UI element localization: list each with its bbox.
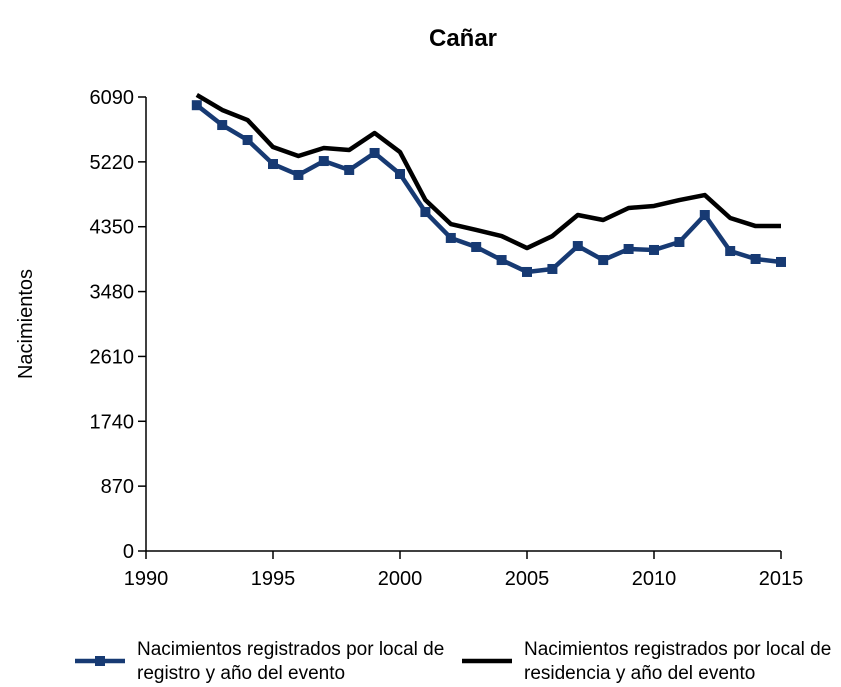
y-tick-label: 1740: [90, 411, 135, 433]
point-marker: [522, 266, 532, 277]
legend-label: Nacimientos registrados por local de reg…: [137, 639, 445, 684]
point-marker: [293, 169, 304, 180]
chart-title: Cañar: [429, 25, 497, 52]
point-marker: [191, 100, 202, 111]
point-marker: [598, 255, 609, 266]
y-tick-label: 5220: [90, 152, 135, 174]
point-marker: [674, 236, 685, 247]
point-marker: [750, 253, 761, 264]
y-tick-label: 0: [123, 541, 134, 563]
legend-label: Nacimientos registrados por local de res…: [524, 639, 832, 684]
point-marker: [572, 241, 583, 252]
series-line: [195, 103, 782, 275]
point-marker: [725, 246, 736, 257]
point-marker: [471, 241, 482, 252]
point-marker: [776, 256, 786, 267]
x-tick-label: 2010: [632, 568, 677, 590]
y-tick-label: 2610: [90, 346, 135, 368]
point-marker: [623, 244, 634, 255]
y-tick-label: 870: [101, 476, 134, 498]
y-tick-label: 6090: [90, 87, 135, 109]
point-marker: [217, 120, 228, 131]
x-tick-label: 1990: [124, 568, 169, 590]
point-marker: [420, 207, 431, 218]
y-axis-label: Nacimientos: [15, 269, 37, 379]
point-marker: [445, 232, 456, 243]
y-tick-label: 3480: [90, 282, 135, 304]
y-tick-label: 4350: [90, 217, 135, 239]
point-marker: [547, 263, 558, 274]
point-marker: [496, 255, 507, 266]
point-marker: [242, 135, 253, 146]
x-tick-label: 2005: [505, 568, 550, 590]
point-marker: [344, 164, 355, 175]
point-marker: [268, 159, 278, 170]
series-line: [195, 93, 781, 251]
point-marker: [699, 210, 710, 221]
point-marker: [649, 244, 659, 255]
legend-marker: [95, 656, 105, 666]
x-tick-label: 1995: [251, 568, 296, 590]
x-tick-label: 2015: [759, 568, 804, 590]
point-marker: [395, 169, 405, 180]
x-tick-label: 2000: [378, 568, 423, 590]
point-marker: [318, 156, 329, 167]
point-marker: [369, 147, 380, 158]
